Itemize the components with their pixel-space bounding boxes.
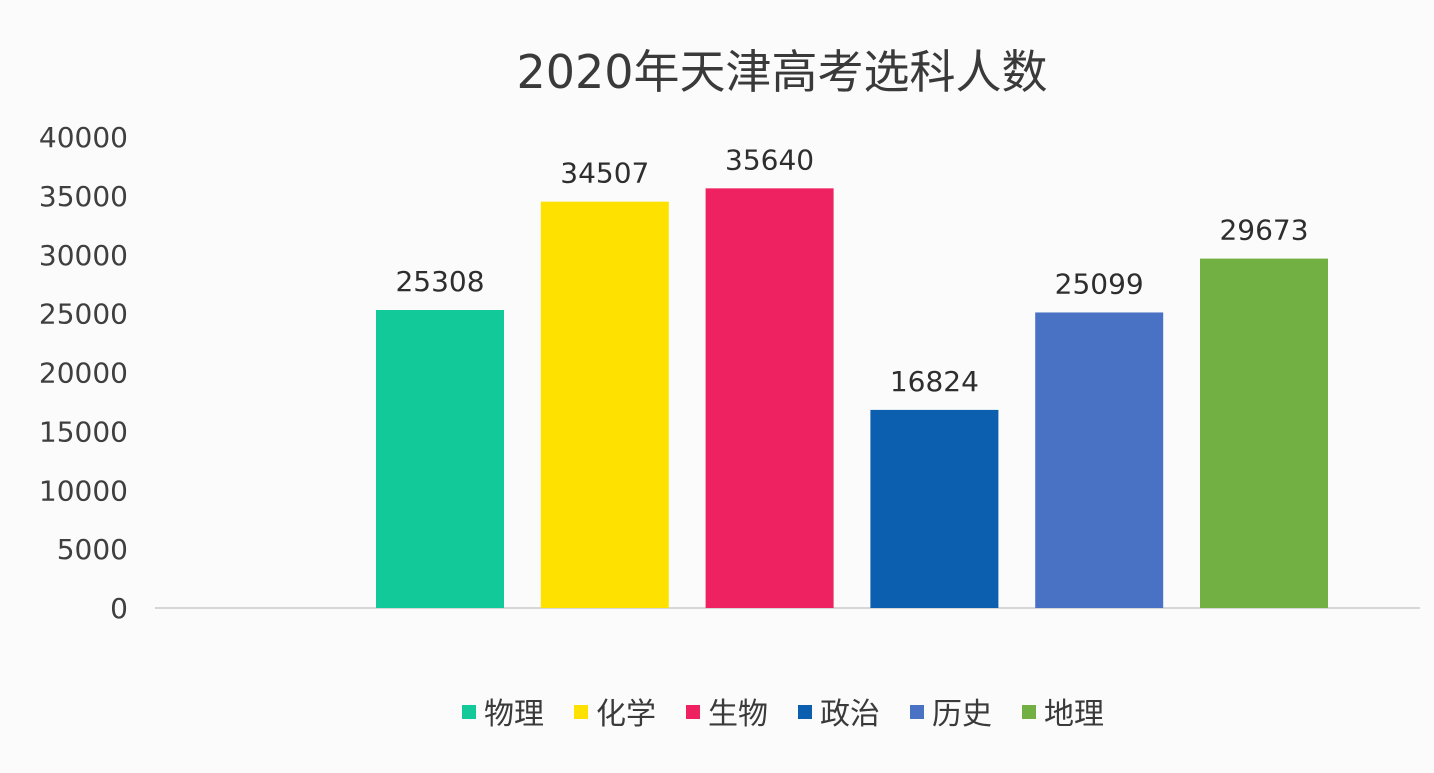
legend-swatch <box>798 705 812 719</box>
y-tick-label: 25000 <box>39 298 128 331</box>
legend-swatch <box>574 705 588 719</box>
y-axis: 0 5000 10000 15000 20000 25000 30000 35000 40000 <box>39 121 128 625</box>
legend-label: 化学 <box>596 697 656 732</box>
bar <box>870 409 999 608</box>
legend-swatch <box>910 705 924 719</box>
y-tick-label: 20000 <box>39 357 128 390</box>
legend: 物理 化学 生物 政治 历史 地理 <box>462 697 1104 732</box>
y-tick-label: 10000 <box>39 474 128 507</box>
legend-label: 政治 <box>820 697 880 732</box>
legend-label: 地理 <box>1044 697 1104 732</box>
chart-title: 2020年天津高考选科人数 <box>516 45 1047 99</box>
legend-swatch <box>462 705 476 719</box>
legend-label: 物理 <box>484 697 544 732</box>
legend-label: 生物 <box>708 697 768 732</box>
data-label: 25099 <box>1055 267 1144 300</box>
legend-swatch <box>686 705 700 719</box>
bar <box>1035 312 1164 608</box>
bars <box>376 188 1328 609</box>
y-tick-label: 5000 <box>57 533 128 566</box>
data-label: 29673 <box>1219 214 1308 247</box>
data-label: 25308 <box>395 265 484 298</box>
legend-label: 历史 <box>932 697 992 732</box>
data-label: 35640 <box>725 143 814 176</box>
bar <box>540 201 669 609</box>
bar <box>1200 258 1328 608</box>
y-tick-label: 40000 <box>39 121 128 154</box>
data-labels: 25308 34507 35640 16824 25099 29673 <box>395 143 1308 398</box>
y-tick-label: 15000 <box>39 415 128 448</box>
legend-swatch <box>1022 705 1036 719</box>
y-tick-label: 35000 <box>39 180 128 213</box>
bar <box>705 188 834 609</box>
data-label: 16824 <box>890 365 979 398</box>
y-tick-label: 30000 <box>39 239 128 272</box>
y-tick-label: 0 <box>110 592 128 625</box>
data-label: 34507 <box>560 157 649 190</box>
bar <box>376 309 504 608</box>
